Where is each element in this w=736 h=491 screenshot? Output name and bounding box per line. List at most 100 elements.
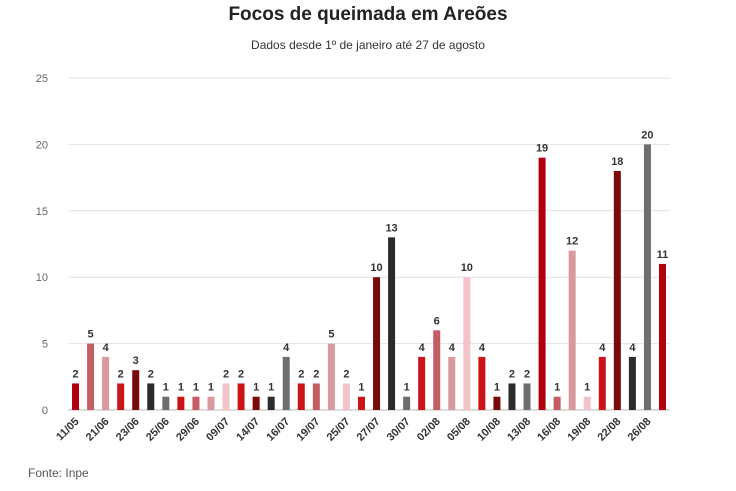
bar <box>538 157 546 410</box>
data-label: 2 <box>72 368 78 380</box>
data-label: 13 <box>385 222 397 234</box>
data-label: 12 <box>566 236 578 248</box>
bar <box>403 396 411 410</box>
x-tick-label: 19/07 <box>294 416 322 444</box>
data-label: 2 <box>313 368 319 380</box>
data-label: 1 <box>193 382 199 394</box>
data-label: 1 <box>253 382 259 394</box>
y-tick-label: 15 <box>36 206 48 218</box>
data-label: 1 <box>584 382 590 394</box>
data-label: 2 <box>298 368 304 380</box>
data-label: 4 <box>629 342 636 354</box>
x-tick-label: 16/07 <box>264 416 292 444</box>
y-tick-label: 20 <box>36 139 48 151</box>
x-tick-label: 16/08 <box>535 416 563 444</box>
data-label: 19 <box>536 143 548 155</box>
bar <box>463 277 471 410</box>
y-tick-label: 10 <box>36 272 48 284</box>
data-label: 5 <box>88 329 94 341</box>
x-tick-label: 29/06 <box>174 416 202 444</box>
data-label: 2 <box>148 368 154 380</box>
bar <box>147 383 155 410</box>
data-label: 1 <box>163 382 169 394</box>
bar <box>478 356 486 410</box>
bar <box>87 343 95 410</box>
chart-subtitle: Dados desde 1º de janeiro até 27 de agos… <box>251 38 485 52</box>
x-tick-label: 21/06 <box>84 416 112 444</box>
data-label: 4 <box>479 342 486 354</box>
y-tick-label: 25 <box>36 73 48 85</box>
bar <box>418 356 426 410</box>
x-tick-label: 23/06 <box>114 416 142 444</box>
bar <box>267 396 275 410</box>
bar <box>237 383 245 410</box>
bar <box>72 383 80 410</box>
bar <box>523 383 531 410</box>
bar <box>388 237 396 410</box>
bar <box>102 356 110 410</box>
chart-title: Focos de queimada em Areões <box>228 4 508 25</box>
bar <box>448 356 456 410</box>
bar <box>568 250 576 410</box>
data-label: 4 <box>599 342 606 354</box>
data-label: 5 <box>328 329 334 341</box>
x-tick-label: 25/07 <box>325 416 353 444</box>
data-label: 2 <box>238 368 244 380</box>
data-label: 2 <box>118 368 124 380</box>
data-label: 11 <box>657 249 669 261</box>
x-tick-label: 09/07 <box>204 416 232 444</box>
bar <box>342 383 350 410</box>
data-label: 20 <box>641 129 653 141</box>
bar <box>297 383 305 410</box>
bar <box>192 396 200 410</box>
bar <box>508 383 516 410</box>
bar <box>598 356 606 410</box>
x-tick-label: 26/08 <box>626 416 654 444</box>
data-label: 4 <box>449 342 456 354</box>
x-tick-label: 11/05 <box>54 416 82 444</box>
x-tick-label: 13/08 <box>505 416 533 444</box>
data-label: 1 <box>178 382 184 394</box>
data-label: 2 <box>509 368 515 380</box>
data-label: 18 <box>611 156 623 168</box>
bar <box>177 396 185 410</box>
data-label: 2 <box>343 368 349 380</box>
data-label: 1 <box>494 382 500 394</box>
x-tick-label: 25/06 <box>144 416 172 444</box>
bar <box>433 330 441 410</box>
x-tick-label: 14/07 <box>234 416 262 444</box>
bar <box>282 356 290 410</box>
bar <box>207 396 215 410</box>
data-label: 2 <box>223 368 229 380</box>
x-tick-label: 10/08 <box>475 416 503 444</box>
data-label: 6 <box>434 315 440 327</box>
x-tick-label: 22/08 <box>595 416 623 444</box>
data-label: 4 <box>103 342 110 354</box>
bar <box>628 356 636 410</box>
x-tick-label: 30/07 <box>385 416 413 444</box>
bar <box>222 383 230 410</box>
bar <box>553 396 561 410</box>
bar <box>312 383 320 410</box>
x-tick-label: 05/08 <box>445 416 473 444</box>
data-label: 4 <box>419 342 426 354</box>
bar <box>132 370 140 410</box>
chart-source: Fonte: Inpe <box>28 466 89 480</box>
x-tick-label: 02/08 <box>415 416 443 444</box>
bar <box>613 170 621 410</box>
bar <box>117 383 125 410</box>
data-label: 10 <box>461 262 473 274</box>
x-tick-label: 19/08 <box>565 416 593 444</box>
data-label: 1 <box>268 382 274 394</box>
x-tick-label: 27/07 <box>355 416 383 444</box>
bar <box>583 396 591 410</box>
bar <box>327 343 335 410</box>
bar <box>493 396 501 410</box>
data-label: 4 <box>283 342 290 354</box>
bar <box>357 396 365 410</box>
bar <box>658 263 666 410</box>
data-label: 1 <box>554 382 560 394</box>
data-label: 1 <box>358 382 364 394</box>
bar <box>643 144 651 410</box>
